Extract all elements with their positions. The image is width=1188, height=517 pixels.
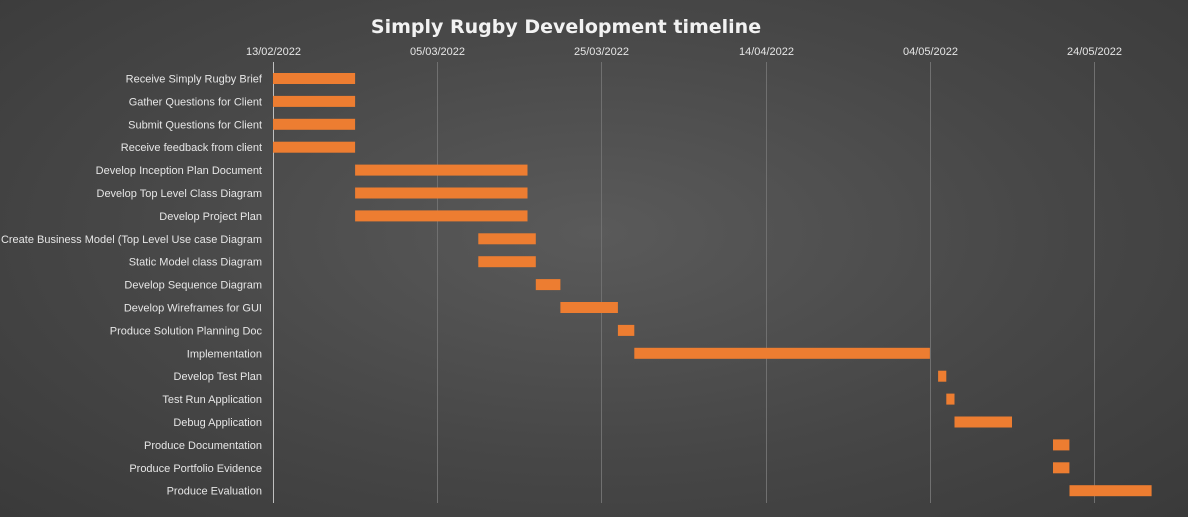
task-label: Develop Project Plan [159,211,262,223]
task-bar [938,370,947,382]
task-bar [273,95,356,107]
task-label: Produce Documentation [144,440,262,452]
task-label: Produce Portfolio Evidence [129,463,262,475]
x-tick-label: 24/05/2022 [1067,46,1122,58]
task-label: Produce Evaluation [167,486,262,498]
task-label: Receive feedback from client [121,142,262,154]
task-bar [954,416,1012,428]
task-label: Receive Simply Rugby Brief [126,74,263,86]
task-bar [273,73,356,84]
task-label: Develop Sequence Diagram [124,280,262,292]
task-bar [478,256,536,268]
task-bar [355,164,528,176]
task-bar [355,210,528,222]
task-bar [478,233,536,245]
x-tick-label: 13/02/2022 [246,46,301,58]
task-bars [273,73,1152,497]
task-labels: Receive Simply Rugby Brief Gather Questio… [1,74,263,498]
task-label: Test Run Application [162,394,262,406]
task-label: Develop Test Plan [174,371,262,383]
task-bar [1053,462,1070,474]
task-label: Produce Solution Planning Doc [110,325,263,337]
task-label: Develop Wireframes for GUI [124,303,262,315]
task-label: Implementation [187,348,262,360]
task-bar [355,187,528,199]
x-tick-label: 05/03/2022 [410,46,465,58]
task-bar [634,347,930,359]
task-bar [946,393,955,405]
x-tick-label: 14/04/2022 [739,46,794,58]
chart-title: Simply Rugby Development timeline [371,16,761,38]
task-label: Static Model class Diagram [129,257,262,269]
task-label: Gather Questions for Client [129,96,262,108]
task-label: Submit Questions for Client [128,119,262,131]
task-bar [617,324,635,336]
task-label: Create Business Model (Top Level Use cas… [1,234,262,246]
x-tick-label: 25/03/2022 [574,46,629,58]
task-bar [273,118,356,130]
gridlines [273,62,1095,503]
task-bar [560,302,618,313]
task-label: Debug Application [173,417,262,429]
task-bar [1053,439,1070,451]
task-bar [1069,485,1152,497]
x-tick-label: 04/05/2022 [903,46,958,58]
task-bar [535,279,561,291]
task-label: Develop Top Level Class Diagram [97,188,263,200]
task-bar [273,141,356,153]
task-label: Develop Inception Plan Document [96,165,262,177]
x-axis-ticks: 13/02/2022 05/03/2022 25/03/2022 14/04/2022… [246,46,1122,58]
